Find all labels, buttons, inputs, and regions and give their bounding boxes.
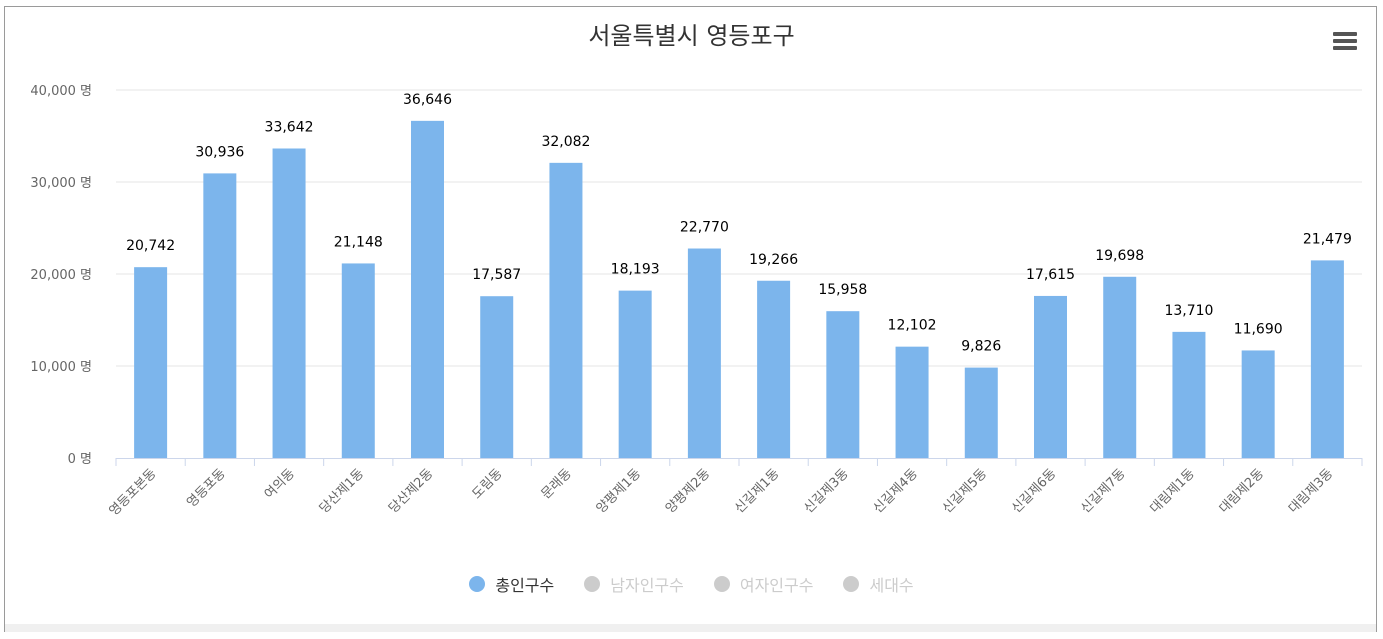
bar[interactable] (687, 248, 721, 458)
x-tick-label: 양평제2동 (663, 466, 713, 516)
data-label: 11,690 (1234, 321, 1283, 337)
data-label: 36,646 (403, 92, 452, 108)
legend-label: 세대수 (869, 576, 914, 595)
x-tick-label: 당산제2동 (386, 466, 436, 516)
bar[interactable] (272, 148, 306, 459)
bar-chart: 0 명 10,000 명 20,000 명 30,000 명 40,000 명 20,74… (30, 84, 1363, 519)
bar[interactable] (757, 280, 791, 458)
data-label: 22,770 (680, 220, 729, 236)
bar[interactable] (134, 267, 168, 458)
hamburger-menu-icon[interactable] (1329, 28, 1361, 56)
legend-label: 총인구수 (495, 576, 555, 595)
data-label: 15,958 (818, 282, 867, 298)
data-label: 17,587 (472, 267, 521, 283)
x-tick-label: 당산제1동 (317, 466, 367, 516)
bar[interactable] (1241, 350, 1275, 458)
legend-label: 남자인구수 (610, 576, 684, 595)
bar[interactable] (618, 290, 652, 458)
bar[interactable] (1172, 331, 1206, 458)
bar[interactable] (203, 173, 237, 458)
x-tick-label: 영등포동 (184, 466, 228, 510)
bar[interactable] (341, 263, 375, 458)
data-label: 33,642 (265, 119, 314, 135)
bar[interactable] (826, 311, 860, 458)
x-tick-label: 신길제4동 (871, 466, 921, 516)
legend-label: 여자인구수 (739, 576, 814, 595)
x-tick-label: 신길제6동 (1009, 466, 1059, 516)
legend-item[interactable]: 세대수 (843, 572, 914, 596)
data-label: 19,698 (1095, 248, 1144, 264)
y-tick-label: 30,000 명 (30, 176, 92, 191)
x-tick-label: 영등포본동 (107, 466, 160, 519)
chart-legend: 총인구수 남자인구수 여자인구수 세대수 (0, 572, 1383, 596)
bar[interactable] (1103, 276, 1137, 458)
data-label: 17,615 (1026, 267, 1075, 283)
data-label: 20,742 (126, 238, 175, 254)
data-label: 18,193 (611, 262, 660, 278)
data-label: 9,826 (961, 339, 1001, 355)
bar[interactable] (1310, 260, 1344, 458)
y-tick-label: 0 명 (68, 452, 92, 467)
data-label: 13,710 (1164, 303, 1213, 319)
x-tick-label: 신길제3동 (801, 466, 851, 516)
data-label: 32,082 (541, 134, 590, 150)
data-label: 30,936 (195, 144, 244, 160)
y-tick-label: 10,000 명 (30, 360, 92, 375)
x-tick-label: 신길제1동 (732, 466, 782, 516)
legend-marker-icon (469, 576, 486, 592)
bar[interactable] (964, 367, 998, 458)
data-label: 21,148 (334, 234, 383, 250)
x-tick-label: 대림제1동 (1147, 466, 1197, 516)
legend-marker-icon (843, 576, 860, 592)
x-tick-label: 여의동 (262, 466, 298, 502)
bar[interactable] (411, 120, 444, 458)
legend-item[interactable]: 남자인구수 (584, 572, 684, 596)
x-tick-label: 양평제1동 (594, 466, 644, 516)
x-tick-label: 도림동 (470, 466, 506, 502)
data-label: 12,102 (888, 318, 937, 334)
data-label: 21,479 (1303, 231, 1352, 247)
chart-title: 서울특별시 영등포구 (588, 22, 795, 50)
legend-marker-icon (713, 576, 730, 592)
legend-marker-icon (584, 576, 601, 592)
y-tick-label: 40,000 명 (30, 84, 92, 99)
x-tick-label: 문래동 (539, 466, 575, 502)
x-tick-label: 신길제5동 (940, 466, 990, 516)
x-tick-label: 신길제7동 (1078, 466, 1128, 516)
footer-strip (5, 624, 1376, 632)
bar[interactable] (480, 296, 514, 458)
y-tick-label: 20,000 명 (30, 268, 92, 283)
legend-item[interactable]: 여자인구수 (713, 572, 814, 596)
x-tick-label: 대림제2동 (1217, 466, 1267, 516)
bar[interactable] (1034, 295, 1067, 458)
legend-item[interactable]: 총인구수 (469, 572, 554, 596)
x-tick-label: 대림제3동 (1286, 466, 1336, 516)
bar[interactable] (549, 162, 583, 459)
data-label: 19,266 (749, 252, 798, 268)
bar[interactable] (895, 346, 929, 458)
